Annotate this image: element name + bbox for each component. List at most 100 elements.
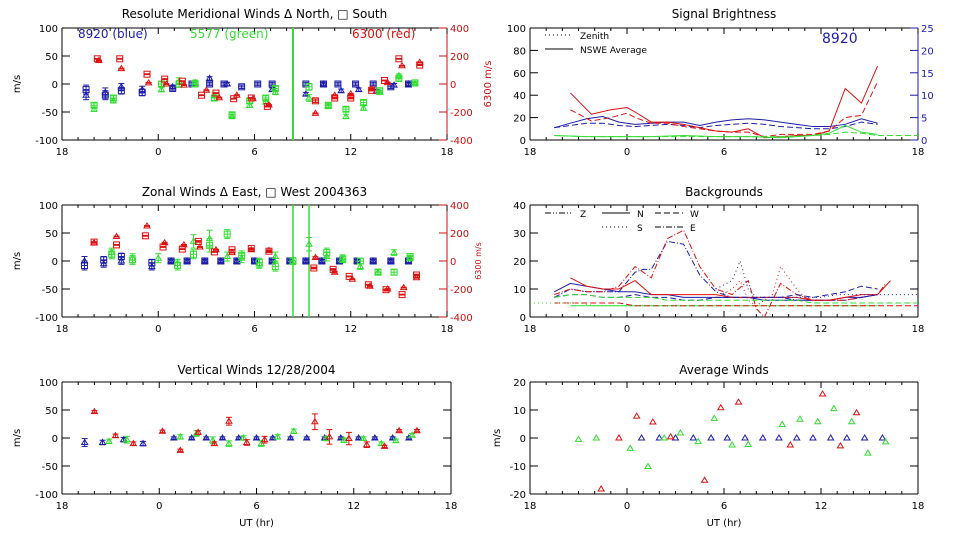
data-point	[758, 434, 767, 441]
data-point	[112, 232, 121, 239]
data-point	[852, 408, 861, 416]
data-point	[878, 434, 887, 441]
y-tick-label: 50	[45, 52, 58, 63]
right-y-tick-label: 10	[921, 91, 934, 102]
y-tick-label: 100	[39, 201, 58, 212]
data-point	[202, 434, 211, 441]
data-point	[345, 434, 353, 442]
right-y-tick-label: -200	[450, 285, 473, 296]
data-point	[286, 434, 295, 441]
data-point	[734, 398, 743, 405]
series-blue-s	[715, 259, 918, 298]
data-point	[637, 434, 646, 441]
series-red-n	[570, 277, 891, 301]
x-tick-label: 18	[441, 324, 454, 335]
chart-title: Backgrounds	[685, 185, 763, 199]
series-5577-nswe-average	[554, 124, 878, 139]
data-point	[796, 415, 804, 422]
data-point	[694, 437, 703, 445]
data-point	[305, 94, 313, 101]
data-point	[289, 427, 298, 434]
data-point	[215, 93, 224, 101]
data-point	[842, 434, 851, 441]
right-axis-label: 6300 m/s	[483, 61, 494, 108]
y-tick-label: 100	[39, 378, 58, 389]
data-point	[325, 432, 334, 440]
x-tick-label: 12	[344, 147, 357, 158]
data-point	[676, 428, 685, 436]
x-tick-label: 6	[721, 324, 727, 335]
y-tick-label: 0	[520, 434, 526, 445]
series-line	[554, 294, 918, 304]
data-point	[359, 434, 368, 442]
zonal-winds-panel: Zonal Winds Δ East, □ West 2004363 18 0 6 12…	[12, 185, 483, 335]
wavelength-annotation: 8920	[822, 31, 858, 47]
x-tick-label: 18	[56, 501, 69, 512]
data-point	[162, 80, 171, 87]
data-point	[90, 407, 99, 415]
data-point	[818, 390, 827, 397]
data-point	[144, 78, 153, 86]
data-point	[395, 426, 404, 434]
data-point	[412, 273, 421, 281]
x-tick-label: 0	[156, 501, 162, 512]
data-point	[744, 440, 753, 447]
x-tick-label: 6	[721, 501, 727, 512]
data-point	[359, 104, 368, 111]
y-tick-label: 20	[513, 257, 526, 268]
right-y-tick-label: 15	[921, 69, 934, 80]
data-point	[648, 418, 657, 425]
data-point	[218, 434, 227, 441]
data-point	[362, 440, 371, 448]
right-y-tick-label: -200	[450, 108, 473, 119]
data-point	[716, 403, 725, 411]
chart-title: Resolute Meridional Winds Δ North, □ Sou…	[122, 7, 388, 21]
data-point	[340, 436, 348, 443]
y-axis-label: m/s	[12, 252, 23, 270]
series-6300-nswe-average	[570, 65, 879, 139]
data-point	[176, 446, 185, 453]
legend-annotation-green: 5577 (green)	[190, 27, 268, 41]
data-point	[245, 101, 254, 108]
x-tick-label: 0	[155, 324, 161, 335]
data-point	[881, 437, 890, 445]
series-6300-east	[90, 222, 421, 292]
y-axis-label: m/s	[12, 429, 23, 447]
data-point	[260, 435, 269, 443]
series-red-w	[554, 302, 918, 307]
data-point	[847, 417, 856, 425]
data-point	[356, 262, 365, 270]
right-y-tick-label: -400	[450, 313, 473, 324]
x-tick-label: 18	[524, 147, 537, 158]
x-tick-label: 18	[912, 324, 925, 335]
data-point	[775, 434, 783, 441]
data-point	[268, 434, 277, 441]
data-point	[143, 222, 151, 229]
x-tick-label: 12	[815, 324, 828, 335]
series-8920	[637, 434, 887, 441]
data-point	[160, 238, 169, 246]
data-point	[180, 240, 188, 248]
data-point	[187, 434, 196, 441]
data-point	[377, 439, 386, 447]
data-point	[380, 442, 389, 449]
chart-title: Signal Brightness	[672, 7, 777, 21]
data-point	[390, 248, 398, 256]
data-point	[311, 253, 320, 260]
y-tick-label: 0	[520, 313, 526, 324]
series-5577	[574, 404, 890, 470]
series-6300	[597, 390, 861, 492]
data-point	[342, 112, 350, 119]
y-tick-label: 30	[513, 229, 526, 240]
data-point	[242, 438, 251, 445]
data-point	[864, 449, 872, 456]
x-axis-label: UT (hr)	[239, 518, 274, 529]
y-tick-label: 40	[513, 201, 526, 212]
legend-label: Z	[580, 210, 586, 220]
y-tick-label: 20	[513, 378, 526, 389]
data-point	[723, 434, 732, 441]
data-point	[194, 428, 203, 435]
legend-label: N	[637, 210, 644, 220]
